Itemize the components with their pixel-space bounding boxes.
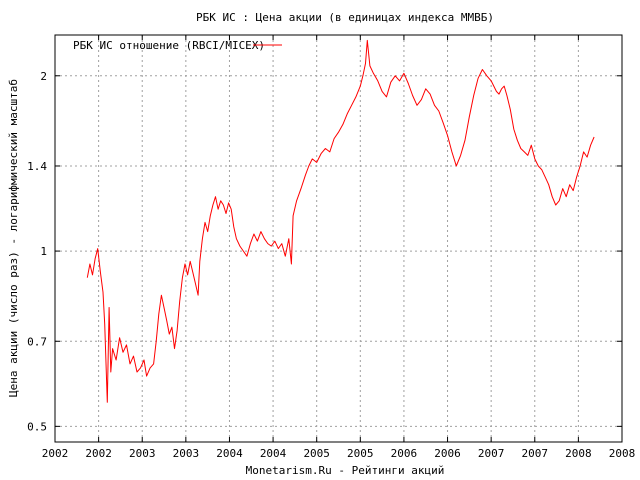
y-tick-label: 1	[40, 245, 47, 258]
x-tick-label: 2003	[129, 447, 156, 460]
x-tick-label: 2004	[260, 447, 287, 460]
x-tick-label: 2006	[434, 447, 461, 460]
y-tick-label: 2	[40, 70, 47, 83]
y-tick-labels: 0.5 0.7 1 1.4 2	[27, 70, 47, 434]
grid-lines	[55, 35, 622, 442]
x-tick-label: 2006	[391, 447, 418, 460]
x-tick-label: 2004	[216, 447, 243, 460]
y-tick-label: 1.4	[27, 160, 47, 173]
x-tick-label: 2003	[173, 447, 200, 460]
x-tick-label: 2005	[347, 447, 374, 460]
legend: РБК ИС отношение (RBCI/MICEX)	[73, 39, 282, 52]
plot-frame	[54, 34, 623, 443]
y-tick-label: 0.7	[27, 335, 47, 348]
series-layer	[86, 39, 595, 403]
x-tick-label: 2002	[42, 447, 69, 460]
x-tick-label: 2007	[478, 447, 505, 460]
chart-title: РБК ИС : Цена акции (в единицах индекса …	[196, 11, 494, 24]
x-tick-label: 2008	[609, 447, 636, 460]
legend-entry-label: РБК ИС отношение (RBCI/MICEX)	[73, 39, 265, 52]
x-axis-label: Monetarism.Ru - Рейтинги акций	[246, 464, 445, 477]
x-tick-label: 2002	[85, 447, 112, 460]
y-axis-label: Цена акции (число раз) - логарифмический…	[7, 79, 20, 397]
series-line	[86, 39, 595, 403]
x-tick-labels: 2002 2002 2003 2003 2004 2004 2005 2005 2006 2006…	[42, 447, 636, 460]
y-tick-label: 0.5	[27, 420, 47, 433]
x-tick-label: 2005	[303, 447, 330, 460]
tick-marks	[54, 35, 623, 442]
x-tick-label: 2007	[522, 447, 549, 460]
x-tick-label: 2008	[565, 447, 592, 460]
